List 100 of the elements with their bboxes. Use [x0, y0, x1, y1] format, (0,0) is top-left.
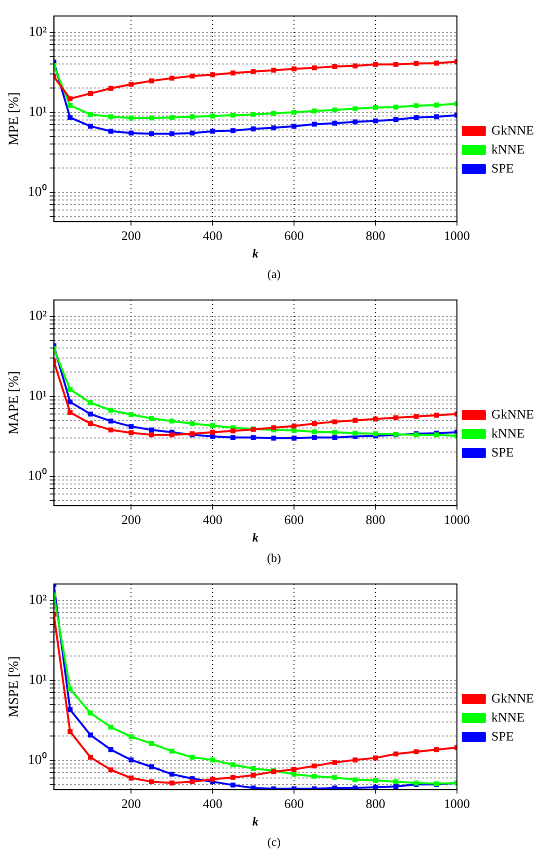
x-tick-label: 400	[202, 228, 222, 243]
point	[332, 430, 338, 435]
y-tick-label: 10²	[28, 24, 47, 40]
point	[312, 774, 317, 779]
y-axis-title: MSPE [%]	[7, 656, 22, 718]
x-tick-label: 200	[121, 796, 141, 811]
legend-label: SPE	[491, 444, 514, 460]
point	[250, 435, 256, 440]
point	[434, 114, 440, 120]
point	[230, 128, 236, 134]
point	[292, 66, 297, 72]
point	[68, 115, 73, 120]
point	[108, 427, 114, 432]
point	[414, 60, 419, 66]
point	[149, 416, 154, 421]
point	[128, 130, 134, 136]
x-axis-title: k	[252, 246, 258, 260]
point	[88, 710, 93, 716]
point	[169, 780, 174, 786]
y-tick-label: 10²	[28, 592, 47, 608]
point	[108, 128, 114, 134]
point	[352, 757, 358, 762]
legend-label: SPE	[491, 160, 514, 176]
point	[414, 115, 419, 120]
x-tick-label: 1000	[444, 796, 470, 811]
point	[372, 118, 378, 124]
x-tick-label: 800	[366, 512, 386, 527]
x-tick-label: 1000	[444, 228, 470, 243]
point	[190, 754, 195, 760]
point	[68, 729, 73, 734]
point	[271, 110, 276, 116]
point	[169, 748, 174, 754]
point	[414, 414, 419, 419]
point	[312, 763, 317, 768]
point	[352, 119, 358, 124]
y-axis-title: MAPE [%]	[7, 371, 22, 434]
point	[250, 766, 256, 771]
point	[332, 419, 338, 424]
point	[108, 724, 114, 730]
point	[128, 430, 134, 436]
point	[210, 430, 216, 435]
point	[108, 418, 114, 424]
y-tick-label: 10²	[28, 308, 47, 324]
legend-label: GkNNE	[491, 690, 534, 706]
point	[108, 747, 114, 752]
point	[149, 78, 154, 84]
point	[190, 779, 195, 784]
legend-label: GkNNE	[491, 406, 534, 422]
point	[210, 423, 216, 428]
point	[332, 774, 338, 780]
point	[434, 60, 440, 66]
point	[352, 430, 358, 436]
point	[292, 428, 297, 433]
point	[393, 117, 398, 122]
point	[312, 429, 317, 434]
point	[372, 755, 378, 760]
point	[210, 128, 216, 134]
point	[230, 112, 236, 118]
legend-label: kNNE	[491, 425, 525, 440]
point	[332, 760, 338, 765]
point	[169, 131, 174, 136]
point	[88, 732, 93, 738]
point	[128, 115, 134, 120]
point	[88, 754, 93, 760]
point	[230, 762, 236, 768]
point	[292, 772, 297, 777]
point	[68, 686, 73, 692]
point	[230, 70, 236, 76]
point	[372, 104, 378, 110]
point	[250, 772, 256, 778]
point	[190, 130, 195, 136]
point	[292, 436, 297, 441]
point	[393, 779, 398, 784]
text: (a)	[267, 266, 281, 281]
point	[108, 114, 114, 120]
point	[149, 764, 154, 770]
point	[128, 734, 134, 740]
point	[210, 72, 216, 78]
point	[169, 432, 174, 438]
point	[149, 779, 154, 784]
point	[68, 410, 73, 415]
point	[434, 412, 440, 418]
point	[149, 427, 154, 432]
point	[271, 68, 276, 73]
point	[190, 74, 195, 79]
point	[312, 435, 317, 440]
point	[88, 112, 93, 117]
point	[414, 749, 419, 754]
point	[68, 96, 73, 102]
point	[372, 62, 378, 67]
y-axis-title: MPE [%]	[7, 92, 22, 146]
point	[210, 113, 216, 118]
point	[88, 400, 93, 406]
point	[88, 412, 93, 417]
point	[210, 757, 216, 762]
point	[169, 115, 174, 120]
point	[68, 102, 73, 108]
y-tick-label: 10¹	[28, 104, 47, 120]
x-tick-label: 400	[202, 512, 222, 527]
x-tick-label: 400	[202, 796, 222, 811]
